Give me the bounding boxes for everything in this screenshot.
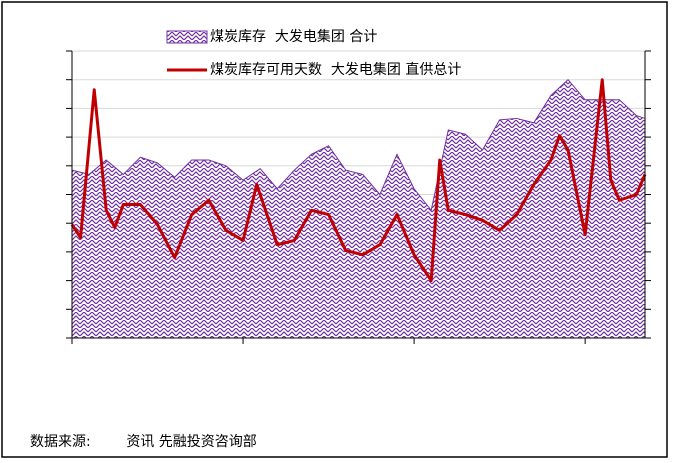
frame bbox=[1, 1, 668, 458]
source-note: 数据来源: 资讯 先融投资咨询部 bbox=[30, 434, 257, 450]
area bbox=[71, 78, 646, 339]
line bbox=[70, 78, 647, 283]
legend-label: 煤炭库存 大发电集团 合计 bbox=[210, 28, 377, 45]
legend-label: 煤炭库存可用天数 大发电集团 直供总计 bbox=[210, 61, 461, 78]
legend-swatch bbox=[166, 30, 208, 44]
